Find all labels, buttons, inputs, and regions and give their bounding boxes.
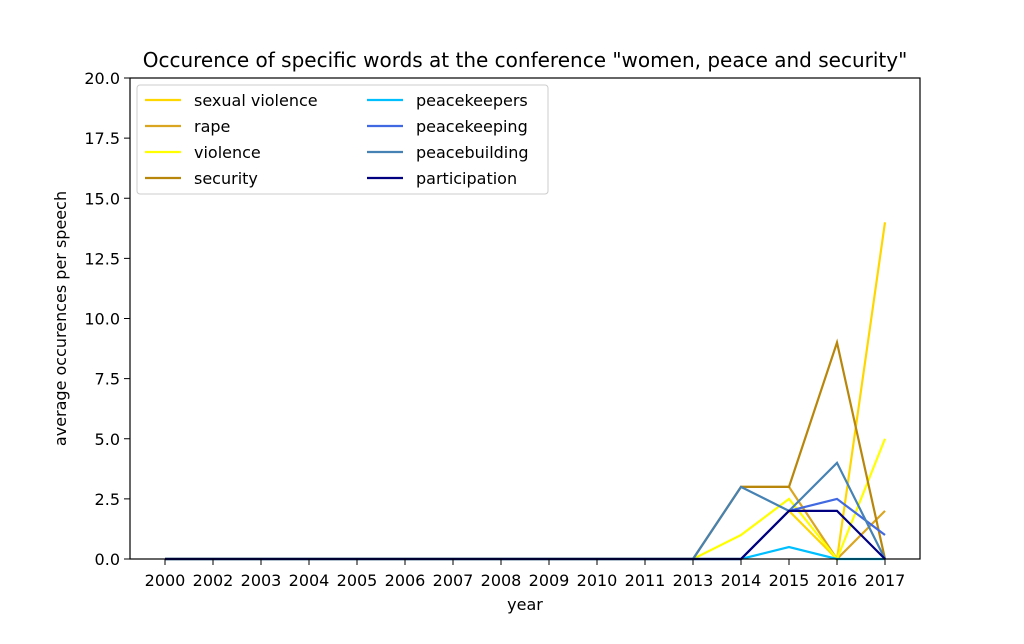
legend-label: violence xyxy=(194,143,261,162)
x-tick-label: 2015 xyxy=(769,571,810,590)
x-tick-label: 2002 xyxy=(193,571,234,590)
x-tick-label: 2011 xyxy=(625,571,666,590)
x-tick-label: 2007 xyxy=(433,571,474,590)
y-tick-label: 20.0 xyxy=(84,69,120,88)
legend-label: peacebuilding xyxy=(416,143,529,162)
y-tick-label: 12.5 xyxy=(84,249,120,268)
x-tick-label: 2017 xyxy=(865,571,906,590)
legend-label: sexual violence xyxy=(194,91,318,110)
y-axis-label: average occurences per speech xyxy=(51,191,70,446)
x-tick-label: 2008 xyxy=(481,571,522,590)
series-line-peacebuilding xyxy=(165,460,886,561)
x-tick-label: 2014 xyxy=(721,571,762,590)
chart-title: Occurence of specific words at the confe… xyxy=(143,48,908,72)
y-tick-label: 0.0 xyxy=(95,550,120,569)
legend-label: peacekeeping xyxy=(416,117,528,136)
legend: sexual violence rape violence security peace… xyxy=(136,84,549,195)
y-tick-label: 10.0 xyxy=(84,310,120,329)
legend-label: security xyxy=(194,169,258,188)
legend-label: rape xyxy=(194,117,230,136)
x-tick-label: 2013 xyxy=(673,571,714,590)
series-line-violence xyxy=(165,438,887,562)
legend-label: participation xyxy=(416,169,517,188)
y-tick-label: 2.5 xyxy=(95,490,120,509)
axes: 0.0 2.5 5.0 7.5 10.0 12.5 15.0 17.5 20.0 2000 2002… xyxy=(84,69,921,590)
x-tick-label: 2004 xyxy=(289,571,330,590)
legend-box xyxy=(136,84,549,195)
series-line-participation xyxy=(165,509,886,561)
y-tick-label: 17.5 xyxy=(84,129,120,148)
y-tick-label: 7.5 xyxy=(95,370,120,389)
legend-label: peacekeepers xyxy=(416,91,528,110)
y-tick-label: 15.0 xyxy=(84,189,120,208)
series-line-peacekeepers xyxy=(165,545,885,561)
x-tick-label: 2003 xyxy=(241,571,282,590)
plot-lines xyxy=(165,222,887,562)
y-tick-label: 5.0 xyxy=(95,430,120,449)
x-axis-label: year xyxy=(507,595,543,614)
series-line-security xyxy=(165,338,887,561)
x-tick-label: 2010 xyxy=(577,571,618,590)
x-tick-label: 2016 xyxy=(817,571,858,590)
x-tick-label: 2000 xyxy=(145,571,186,590)
x-tick-label: 2009 xyxy=(529,571,570,590)
x-tick-label: 2005 xyxy=(337,571,378,590)
x-tick-label: 2006 xyxy=(385,571,426,590)
